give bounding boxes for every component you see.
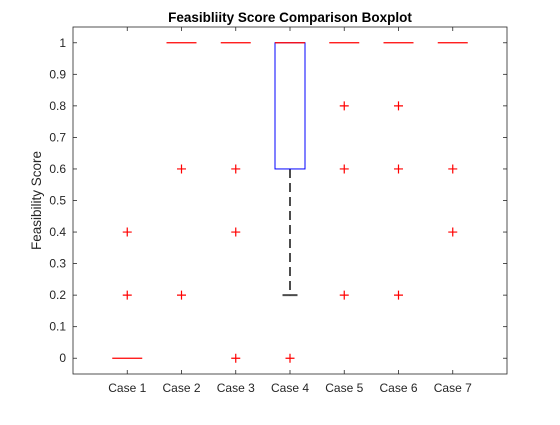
outlier-marker	[448, 227, 458, 237]
outlier-marker	[231, 353, 241, 363]
box-group	[383, 42, 414, 300]
y-tick-label: 0	[59, 351, 66, 365]
x-tick-label: Case 7	[434, 381, 472, 395]
box-group	[220, 42, 251, 363]
y-tick-label: 0.7	[49, 130, 66, 144]
outlier-marker	[394, 164, 403, 174]
chart-title: Feasibliity Score Comparison Boxplot	[168, 10, 412, 25]
outlier-marker	[339, 164, 349, 174]
x-tick-label: Case 3	[217, 381, 255, 395]
box-group	[437, 42, 468, 237]
outlier-marker	[339, 290, 349, 300]
y-tick-label: 1	[59, 36, 66, 50]
y-tick-label: 0.4	[49, 225, 66, 239]
y-tick-label: 0.5	[49, 194, 66, 208]
outlier-marker	[285, 353, 295, 363]
box-group	[166, 42, 197, 300]
outlier-marker	[177, 290, 186, 300]
outlier-marker	[177, 164, 186, 174]
x-tick-label: Case 1	[108, 381, 146, 395]
y-tick-label: 0.2	[49, 288, 66, 302]
y-tick-label: 0.1	[49, 320, 66, 334]
outlier-marker	[231, 164, 241, 174]
x-tick-label: Case 6	[379, 381, 417, 395]
x-tick-label: Case 2	[162, 381, 200, 395]
chart-marks	[112, 42, 468, 363]
outlier-marker	[448, 164, 458, 174]
outlier-marker	[231, 227, 241, 237]
x-tick-label: Case 4	[271, 381, 309, 395]
outlier-marker	[122, 290, 132, 300]
y-tick-label: 0.6	[49, 162, 66, 176]
box-group	[329, 42, 360, 300]
y-axis-label: Feasibility Score	[29, 151, 44, 250]
y-tick-label: 0.9	[49, 67, 66, 81]
x-tick-label: Case 5	[325, 381, 363, 395]
box-group	[274, 42, 306, 363]
outlier-marker	[394, 290, 403, 300]
y-tick-label: 0.8	[49, 99, 66, 113]
axes: 0 0.1 0.2 0.3 0.4 0.5 0.6 0.7 0.8 0.9 1 Case 1 Case …	[49, 26, 508, 395]
outlier-marker	[394, 101, 403, 111]
outlier-marker	[122, 227, 132, 237]
box-group	[112, 227, 143, 359]
outlier-marker	[339, 101, 349, 111]
y-tick-label: 0.3	[49, 257, 66, 271]
